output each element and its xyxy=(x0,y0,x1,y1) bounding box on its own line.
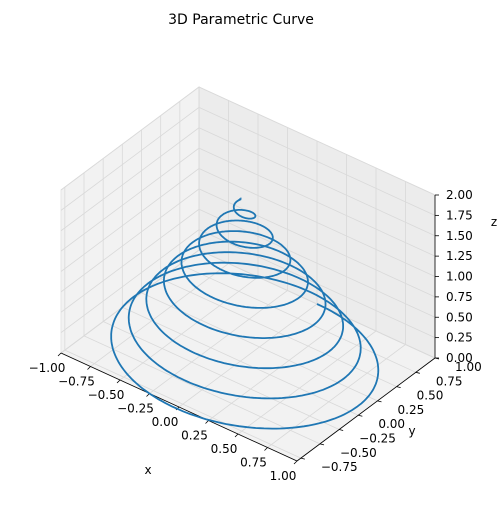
x-tick-label: −0.50 xyxy=(88,388,125,402)
gridline-z-side xyxy=(60,188,200,293)
z-tick-label: 0.25 xyxy=(446,331,473,345)
gridline-y-floor xyxy=(103,321,340,430)
y-tick-label: 1.00 xyxy=(455,360,482,374)
z-axis: 0.00 0.25 0.50 0.75 1.00 1.25 1.50 1.75 2.00 xyxy=(435,188,473,365)
chart-title: 3D Parametric Curve xyxy=(168,12,314,28)
x-tick-mark xyxy=(293,460,298,465)
z-tick-label: 0.00 xyxy=(446,351,473,365)
x-tick-mark xyxy=(57,352,62,357)
y-tick-mark xyxy=(300,457,305,460)
x-tick-label: 0.25 xyxy=(181,429,208,443)
y-tick-label: 0.50 xyxy=(417,389,444,403)
z-tick-label: 0.75 xyxy=(446,290,473,304)
y-axis: −0.75−0.50−0.250.000.250.500.751.00 xyxy=(300,357,482,474)
z-tick-label: 1.50 xyxy=(446,229,473,243)
gridline-z-side xyxy=(60,208,200,313)
gridline-z-side xyxy=(60,107,200,211)
gridline-y-floor xyxy=(160,278,397,387)
y-axis-label: y xyxy=(408,424,415,438)
y-tick-mark xyxy=(319,443,325,446)
x-tick-label: 0.75 xyxy=(240,456,267,470)
gridline-y-floor xyxy=(83,335,321,445)
z-tick-label: 1.00 xyxy=(446,270,473,284)
series-line xyxy=(110,197,380,430)
z-axis-label: z xyxy=(491,215,497,229)
gridline-z-side xyxy=(60,86,200,191)
y-tick-mark xyxy=(339,429,344,431)
z-tick-label: 1.25 xyxy=(446,249,473,263)
gridline-z-side xyxy=(60,147,200,252)
y-tick-label: −0.50 xyxy=(340,446,377,460)
gridline-z-back xyxy=(198,147,436,257)
x-tick-mark xyxy=(264,447,268,451)
plot-area: −1.00−0.75−0.50−0.250.000.250.500.751.00… xyxy=(29,86,482,483)
y-tick-mark xyxy=(396,386,401,388)
gridline-y-floor xyxy=(122,306,359,416)
gridline-z-side xyxy=(60,229,200,333)
gridline-z-back xyxy=(198,127,436,237)
x-tick-label: −0.75 xyxy=(58,375,95,389)
y-tick-label: 0.25 xyxy=(398,403,425,417)
x-tick-label: 0.50 xyxy=(211,442,238,456)
x-tick-label: 1.00 xyxy=(270,469,297,483)
gridline-z-back xyxy=(198,86,436,196)
x-tick-mark xyxy=(116,379,121,384)
gridline-z-back xyxy=(198,168,436,277)
x-axis: −1.00−0.75−0.50−0.250.000.250.500.751.00 xyxy=(29,352,298,483)
gridline-z-side xyxy=(60,168,200,272)
z-tick-label: 1.75 xyxy=(446,208,473,222)
y-tick-mark xyxy=(377,400,382,403)
gridline-z-back xyxy=(198,188,436,298)
gridline-y-floor xyxy=(179,263,416,373)
gridline-z-side xyxy=(60,127,200,232)
gridline-y-floor xyxy=(64,349,301,459)
x-tick-label: 0.00 xyxy=(152,415,179,429)
z-tick-label: 2.00 xyxy=(446,188,473,202)
x-axis-label: x xyxy=(144,463,151,477)
gridline-z-side xyxy=(60,249,200,354)
x-tick-mark xyxy=(87,366,91,370)
x-tick-label: −1.00 xyxy=(29,361,66,375)
x-tick-label: −0.25 xyxy=(117,402,154,416)
y-tick-mark xyxy=(358,414,363,417)
z-tick-label: 0.50 xyxy=(446,310,473,324)
y-tick-label: −0.75 xyxy=(321,460,358,474)
x-tick-mark xyxy=(205,420,209,424)
y-tick-label: 0.75 xyxy=(436,374,463,388)
y-tick-label: −0.25 xyxy=(359,432,396,446)
x-tick-mark xyxy=(234,433,239,438)
gridline-z-back xyxy=(198,107,436,216)
y-tick-label: 0.00 xyxy=(378,417,405,431)
y-tick-mark xyxy=(415,371,420,374)
gridline-z-back xyxy=(198,208,436,318)
